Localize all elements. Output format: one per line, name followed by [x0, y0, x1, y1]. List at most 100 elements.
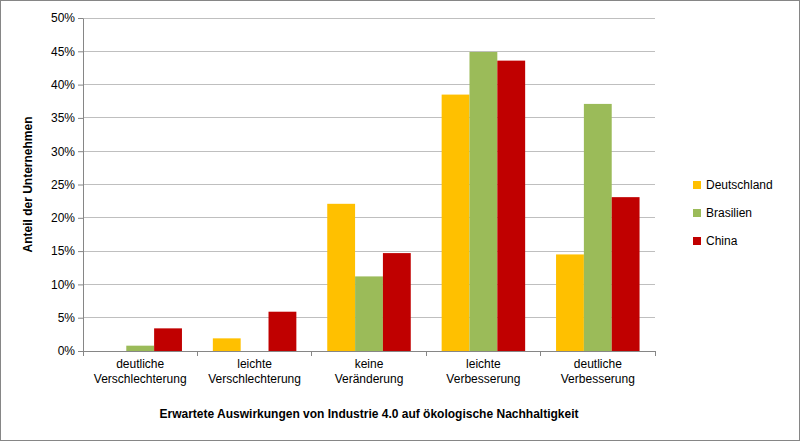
bar: [126, 346, 154, 351]
y-tick: 40%: [51, 78, 83, 92]
bar: [556, 254, 584, 351]
y-axis-title: Anteil der Unternehmen: [21, 116, 35, 252]
bar: [497, 61, 525, 351]
legend: Deutschland Brasilien China: [693, 178, 773, 248]
y-tick-label: 50%: [51, 11, 75, 25]
category-separator: [426, 351, 427, 356]
x-tick-label-line: deutliche: [574, 357, 622, 371]
legend-swatch: [693, 209, 701, 217]
grid-line: [83, 151, 655, 152]
y-tick-label: 25%: [51, 178, 75, 192]
x-tick-label-line: deutliche: [116, 357, 164, 371]
bars: [126, 52, 639, 351]
grid-line: [83, 217, 655, 218]
bar: [213, 338, 241, 351]
grid-line: [83, 184, 655, 185]
y-tick-label: 40%: [51, 78, 75, 92]
x-axis-line: [84, 351, 656, 352]
y-tick-mark: [78, 251, 83, 252]
bar: [327, 204, 355, 351]
y-tick: 50%: [51, 11, 83, 25]
x-tick-label: leichteVerschlechterung: [208, 357, 301, 386]
category-separators: [83, 351, 655, 356]
bar-series: [154, 61, 639, 351]
bar-series: [126, 52, 611, 351]
category-separator: [655, 351, 656, 356]
chart-frame: [1, 1, 800, 441]
bar-series: [213, 95, 584, 351]
y-tick: 15%: [51, 244, 83, 258]
bar: [383, 253, 411, 351]
y-tick-label: 35%: [51, 111, 75, 125]
legend-label: China: [706, 234, 738, 248]
y-tick: 20%: [51, 211, 83, 225]
x-tick-label: deutlicheVerschlechterung: [94, 357, 187, 386]
x-axis-title: Erwartete Auswirkungen von Industrie 4.0…: [160, 407, 579, 421]
x-tick: leichteVerbesserung: [446, 351, 520, 386]
x-tick-label-line: Veränderung: [335, 372, 404, 386]
x-tick-label: deutlicheVerbesserung: [561, 357, 635, 386]
x-tick: deutlicheVerschlechterung: [94, 351, 187, 386]
x-tick: deutlicheVerbesserung: [561, 351, 635, 386]
x-tick-label-line: Verschlechterung: [208, 372, 301, 386]
y-axis-line: [83, 19, 84, 352]
bar: [355, 276, 383, 351]
y-axis: 0% 5% 10% 15% 20% 25% 30% 35% 40% 45% 50%: [51, 11, 84, 358]
x-axis: deutlicheVerschlechterungleichteVerschle…: [84, 351, 656, 386]
y-tick-label: 15%: [51, 244, 75, 258]
category-separator: [197, 351, 198, 356]
category-separator: [540, 351, 541, 356]
y-tick-mark: [78, 18, 83, 19]
y-tick: 45%: [51, 45, 83, 59]
x-tick: leichteVerschlechterung: [208, 351, 301, 386]
y-tick-mark: [78, 151, 83, 152]
legend-label: Deutschland: [706, 178, 773, 192]
y-tick-mark: [78, 85, 83, 86]
y-tick-label: 45%: [51, 45, 75, 59]
y-tick-label: 0%: [58, 344, 76, 358]
legend-label: Brasilien: [706, 206, 752, 220]
y-tick: 35%: [51, 111, 83, 125]
y-tick-mark: [78, 351, 83, 352]
category-separator: [311, 351, 312, 356]
y-tick-mark: [78, 118, 83, 119]
legend-swatch: [693, 237, 701, 245]
y-tick-mark: [78, 51, 83, 52]
bar: [442, 95, 470, 351]
bar: [612, 197, 640, 351]
bar: [269, 312, 297, 351]
grid-line: [83, 84, 655, 85]
y-tick-mark: [78, 218, 83, 219]
y-tick: 5%: [58, 311, 83, 325]
x-tick-label-line: leichte: [237, 357, 272, 371]
y-tick-label: 20%: [51, 211, 75, 225]
bar: [241, 351, 269, 352]
y-tick: 0%: [58, 344, 83, 358]
x-tick: keineVeränderung: [335, 351, 404, 386]
grid-line: [83, 51, 655, 52]
grid-line: [83, 18, 655, 19]
bar: [98, 351, 126, 352]
bar: [584, 104, 612, 351]
x-tick-label-line: Verbesserung: [561, 372, 635, 386]
grid: [83, 18, 655, 351]
y-tick: 30%: [51, 145, 83, 159]
chart: 0% 5% 10% 15% 20% 25% 30% 35% 40% 45% 50% deutliche…: [0, 0, 800, 441]
bar: [469, 52, 497, 351]
x-tick-label-line: keine: [355, 357, 384, 371]
x-tick-label-line: Verbesserung: [446, 372, 520, 386]
y-tick-label: 5%: [58, 311, 76, 325]
category-separator: [83, 351, 84, 356]
x-tick-label-line: Verschlechterung: [94, 372, 187, 386]
x-tick-label: keineVeränderung: [335, 357, 404, 386]
y-tick-mark: [78, 318, 83, 319]
y-tick-mark: [78, 185, 83, 186]
grid-line: [83, 117, 655, 118]
grid-line: [83, 251, 655, 252]
x-tick-label-line: leichte: [466, 357, 501, 371]
y-tick-label: 30%: [51, 145, 75, 159]
y-tick: 10%: [51, 278, 83, 292]
x-tick-label: leichteVerbesserung: [446, 357, 520, 386]
bar: [154, 328, 182, 351]
legend-swatch: [693, 181, 701, 189]
